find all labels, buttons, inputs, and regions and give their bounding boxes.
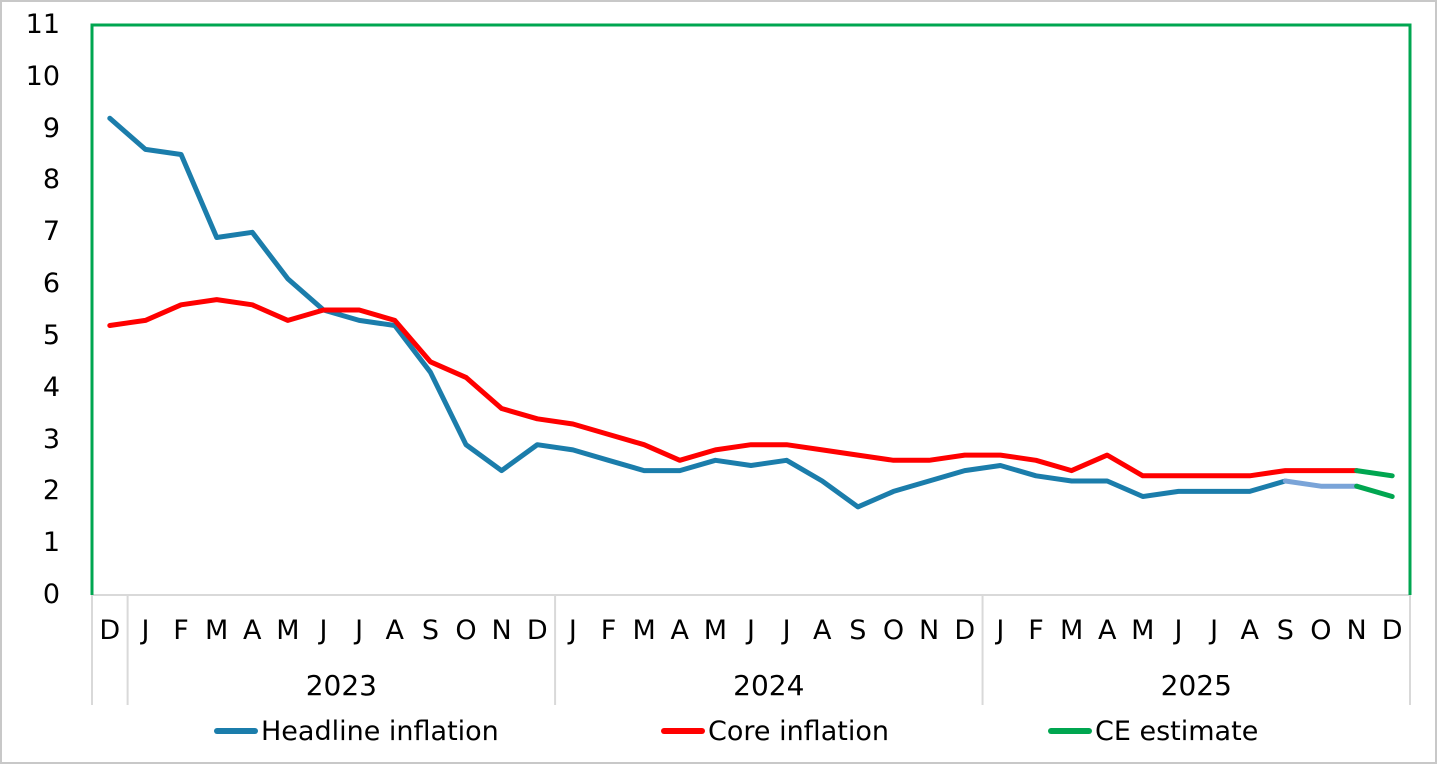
x-month-label: D bbox=[1381, 615, 1403, 646]
legend-item-headline-inflation: Headline inflation bbox=[214, 713, 499, 749]
legend-item-core-inflation: Core inflation bbox=[661, 713, 889, 749]
x-month-label: D bbox=[954, 615, 976, 646]
core-line bbox=[107, 297, 1360, 479]
y-axis-tick-label: 2 bbox=[42, 475, 60, 507]
x-month-label: J bbox=[1174, 615, 1183, 646]
x-month-label: A bbox=[670, 615, 689, 646]
legend-label-ce-estimate: CE estimate bbox=[1095, 715, 1259, 747]
x-month-label: A bbox=[812, 615, 832, 646]
legend-item-ce-estimate: CE estimate bbox=[1048, 713, 1258, 749]
y-axis-tick-label: 8 bbox=[42, 164, 60, 196]
y-axis-tick-label: 3 bbox=[42, 423, 60, 455]
x-month-label: O bbox=[1310, 615, 1332, 646]
x-month-label: F bbox=[1028, 615, 1044, 646]
x-month-label: A bbox=[243, 615, 262, 646]
headline-ce-estimate-line bbox=[1354, 483, 1395, 499]
legend-label-core-inflation: Core inflation bbox=[708, 715, 889, 747]
x-month-label: N bbox=[918, 615, 940, 646]
x-month-label: M bbox=[632, 615, 656, 646]
y-axis-tick-label: 1 bbox=[42, 527, 60, 559]
headline-estimate-line bbox=[1282, 478, 1360, 489]
x-month-label: M bbox=[1059, 615, 1084, 646]
x-month-label: A bbox=[1240, 615, 1259, 646]
x-month-label: M bbox=[1131, 615, 1155, 646]
x-month-label: M bbox=[703, 615, 728, 646]
y-axis-tick-label: 0 bbox=[42, 579, 60, 610]
x-month-label: J bbox=[996, 615, 1005, 646]
x-month-label: M bbox=[205, 615, 229, 646]
y-axis-tick-label: 7 bbox=[42, 216, 60, 248]
y-axis-tick-label: 11 bbox=[25, 9, 60, 40]
x-month-label: J bbox=[141, 615, 150, 646]
x-month-label: O bbox=[455, 615, 477, 646]
y-axis-tick-label: 10 bbox=[25, 60, 60, 92]
x-month-label: J bbox=[568, 615, 577, 646]
y-axis-tick-label: 6 bbox=[42, 268, 60, 300]
x-month-label: N bbox=[1346, 615, 1367, 646]
x-month-label: J bbox=[355, 615, 364, 646]
x-month-label: J bbox=[747, 615, 755, 646]
x-month-label: F bbox=[600, 615, 617, 646]
x-year-label: 2025 bbox=[1160, 669, 1232, 702]
x-month-label: D bbox=[99, 615, 121, 646]
core-inflation-legend-swatch-icon bbox=[661, 728, 705, 734]
x-month-label: F bbox=[173, 615, 189, 646]
x-month-label: A bbox=[1097, 615, 1117, 646]
legend-label-headline-inflation: Headline inflation bbox=[261, 715, 499, 747]
ce-estimate-legend-swatch-icon bbox=[1048, 728, 1092, 734]
x-month-label: N bbox=[491, 615, 512, 646]
x-month-label: M bbox=[276, 615, 300, 646]
x-month-label: J bbox=[782, 615, 791, 646]
headline-line bbox=[107, 115, 1288, 510]
x-month-label: J bbox=[319, 615, 328, 646]
x-year-label: 2024 bbox=[733, 669, 805, 702]
headline-inflation-legend-swatch-icon bbox=[214, 728, 258, 734]
x-month-label: J bbox=[1210, 615, 1219, 646]
x-month-label: S bbox=[1276, 615, 1294, 646]
plot-border bbox=[90, 23, 1412, 595]
x-month-label: S bbox=[849, 615, 867, 646]
x-month-label: O bbox=[882, 615, 905, 646]
x-month-label: D bbox=[526, 615, 548, 646]
core-ce-estimate-line bbox=[1354, 468, 1395, 479]
x-month-label: A bbox=[385, 615, 405, 646]
y-axis-tick-label: 5 bbox=[42, 319, 60, 351]
x-month-label: S bbox=[421, 615, 439, 646]
y-axis-tick-label: 4 bbox=[42, 371, 60, 403]
y-axis-tick-label: 9 bbox=[42, 112, 60, 144]
x-year-label: 2023 bbox=[305, 669, 377, 702]
